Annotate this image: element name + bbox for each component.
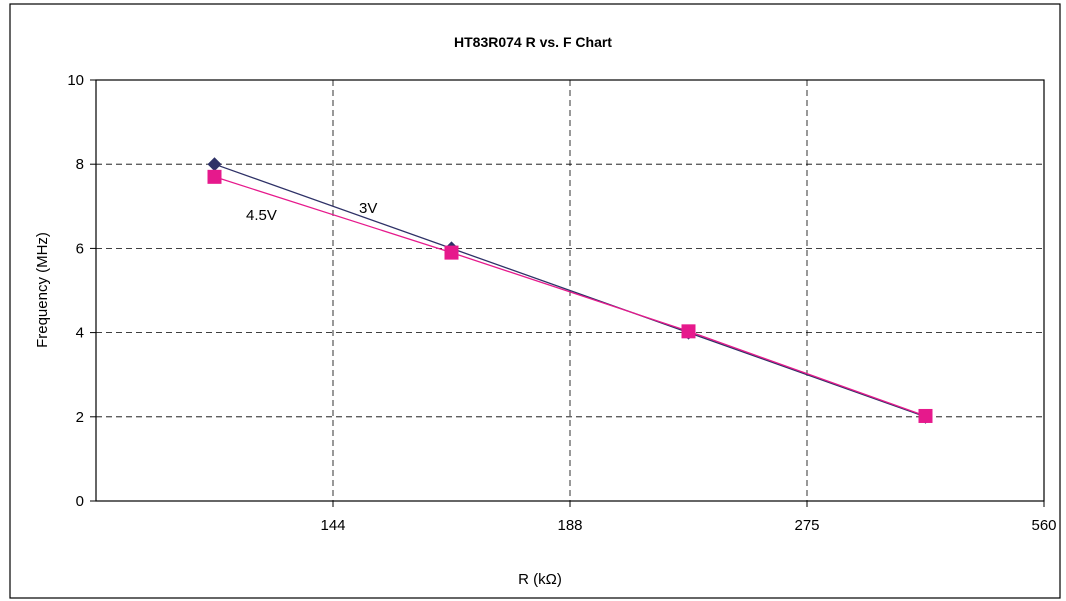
- y-axis-title: Frequency (MHz): [34, 232, 51, 348]
- y-tick-label: 0: [76, 493, 84, 510]
- data-point-4-5v: [681, 324, 696, 339]
- y-tick-label: 2: [76, 409, 84, 426]
- x-axis-title: R (kΩ): [518, 571, 562, 588]
- y-tick-label: 8: [76, 156, 84, 173]
- chart-frame: [9, 3, 1061, 599]
- chart-title: HT83R074 R vs. F Chart: [454, 34, 612, 50]
- series-label-3v: 3V: [359, 200, 377, 217]
- x-tick-label: 144: [320, 517, 345, 534]
- x-tick-label: 188: [557, 517, 582, 534]
- series-line-4-5v: [214, 176, 926, 417]
- data-point-4-5v: [444, 245, 459, 260]
- x-tick-label: 275: [794, 517, 819, 534]
- data-point-4-5v: [918, 408, 933, 423]
- data-point-3v: [207, 157, 222, 172]
- x-axis-ticks: 144 188 275 560: [320, 501, 1057, 534]
- series-markers: [207, 157, 933, 424]
- y-tick-label: 4: [76, 325, 84, 342]
- y-tick-label: 10: [67, 72, 84, 89]
- x-tick-label: 560: [1031, 517, 1056, 534]
- y-axis-ticks: 0 2 4 6 8 10: [67, 72, 96, 510]
- data-point-4-5v: [207, 169, 222, 184]
- series-label-4.5v: 4.5V: [246, 207, 277, 224]
- series-line-3v: [214, 163, 926, 418]
- y-tick-label: 6: [76, 240, 84, 257]
- grid: [96, 80, 1044, 501]
- series-lines: [214, 163, 926, 418]
